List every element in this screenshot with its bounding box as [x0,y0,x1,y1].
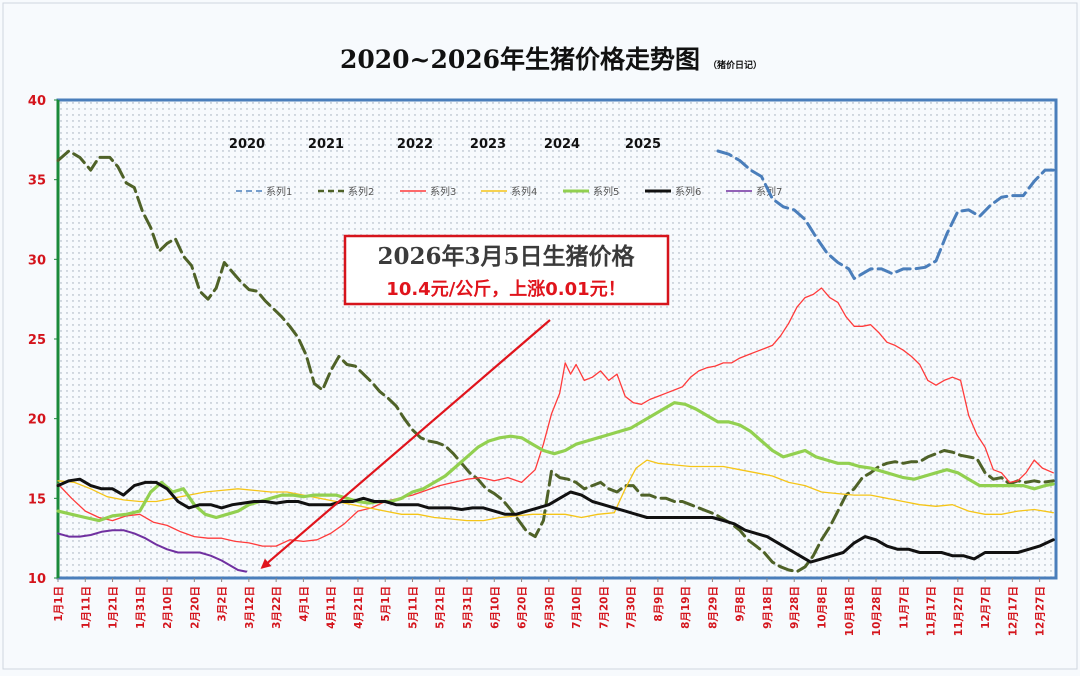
series-line [57,529,248,573]
series-line [56,149,1055,574]
x-tick-label: 2月20日 [189,586,201,629]
x-tick-label: 7月10日 [571,586,583,629]
x-tick-label: 4月21日 [353,586,365,629]
x-tick-label: 1月11日 [80,586,92,629]
x-tick-label: 1月21日 [108,586,120,629]
x-tick-label: 1月31日 [135,586,147,629]
legend-label: 系列1 [266,185,292,198]
x-tick-label: 10月18日 [844,586,856,636]
x-tick-label: 10月28日 [871,586,883,636]
x-tick-label: 7月30日 [626,586,638,629]
x-tick-label: 6月20日 [517,586,529,629]
y-tick-label: 35 [28,174,46,189]
y-axis-ticks: 10 15 20 25 30 35 40 [28,94,58,587]
x-tick-label: 12月17日 [1007,586,1019,636]
callout-subtitle: 10.4元/公斤，上涨0.01元！ [386,279,625,300]
callout-arrow [260,319,551,569]
x-tick-label: 11月27日 [953,586,965,636]
x-tick-label: 5月1日 [380,586,392,622]
y-tick-label: 40 [28,94,46,109]
year-label-2025: 2025 [625,137,661,152]
series-line [57,459,1054,522]
chart-subtitle: （猪价日记） [708,59,762,71]
series-layer [56,149,1055,574]
y-tick-label: 15 [28,492,46,507]
callout-title: 2026年3月5日生猪价格 [377,243,635,270]
x-tick-label: 12月7日 [980,586,992,629]
year-labels: 2020 2021 2022 2023 2024 2025 [229,137,661,152]
x-axis-ticks: 1月1日 1月11日 1月21日 1月31日 2月10日 2月20日 3月2日 3月12日 3月… [53,578,1047,636]
series-line [57,287,1054,547]
y-tick-label: 25 [28,333,46,348]
x-tick-label: 4月11日 [326,586,338,629]
legend-label: 系列5 [593,185,619,198]
x-tick-label: 9月28日 [789,586,801,629]
x-tick-label: 5月31日 [462,586,474,629]
x-tick-label: 9月18日 [762,586,774,629]
chart-title: 2020~2026年生猪价格走势图 [340,45,700,74]
legend-label: 系列2 [348,185,374,198]
x-tick-label: 1月1日 [53,586,65,622]
callout-box [343,234,670,306]
x-tick-label: 11月17日 [926,586,938,636]
x-tick-label: 3月12日 [244,586,256,629]
x-tick-label: 11月7日 [898,586,910,629]
legend-label: 系列3 [430,185,456,198]
year-label-2020: 2020 [229,137,265,152]
x-tick-label: 12月27日 [1035,586,1047,636]
year-label-2022: 2022 [397,137,433,152]
x-tick-label: 9月8日 [735,586,747,622]
x-tick-label: 2月10日 [162,586,174,629]
legend-label: 系列6 [675,185,701,198]
x-tick-label: 5月21日 [435,586,447,629]
y-tick-label: 10 [28,572,46,587]
callout: 2026年3月5日生猪价格 10.4元/公斤，上涨0.01元！ [343,234,670,306]
x-tick-label: 3月22日 [271,586,283,629]
x-tick-label: 5月11日 [407,586,419,629]
x-tick-label: 8月9日 [653,586,665,622]
year-label-2021: 2021 [308,137,344,152]
x-tick-label: 8月29日 [707,586,719,629]
y-tick-label: 20 [28,413,46,428]
year-label-2024: 2024 [544,137,580,152]
x-tick-label: 4月1日 [298,586,310,622]
x-tick-label: 6月10日 [489,586,501,629]
series-line [716,149,1055,280]
x-tick-label: 3月2日 [217,586,229,622]
x-tick-label: 8月19日 [680,586,692,629]
plot-area [58,100,1056,578]
series-line [56,477,1055,564]
x-tick-label: 6月30日 [544,586,556,629]
legend-label: 系列4 [511,185,537,198]
x-tick-label: 10月8日 [816,586,828,629]
series-line [56,401,1055,523]
x-tick-label: 7月20日 [598,586,610,629]
year-label-2023: 2023 [470,137,506,152]
y-tick-label: 30 [28,253,46,268]
legend: 系列1 系列2 系列3 系列4 系列5 系列6 系列7 [236,185,782,198]
